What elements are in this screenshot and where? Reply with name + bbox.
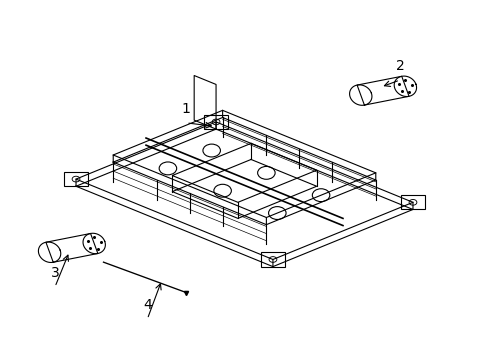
Text: 4: 4 (142, 298, 151, 312)
Text: 1: 1 (182, 102, 190, 116)
Bar (400, 195, 424, 210)
Bar (203, 115, 228, 129)
Bar (260, 252, 285, 267)
Text: 3: 3 (50, 266, 59, 280)
Text: 2: 2 (395, 59, 404, 73)
Bar (64, 172, 88, 186)
